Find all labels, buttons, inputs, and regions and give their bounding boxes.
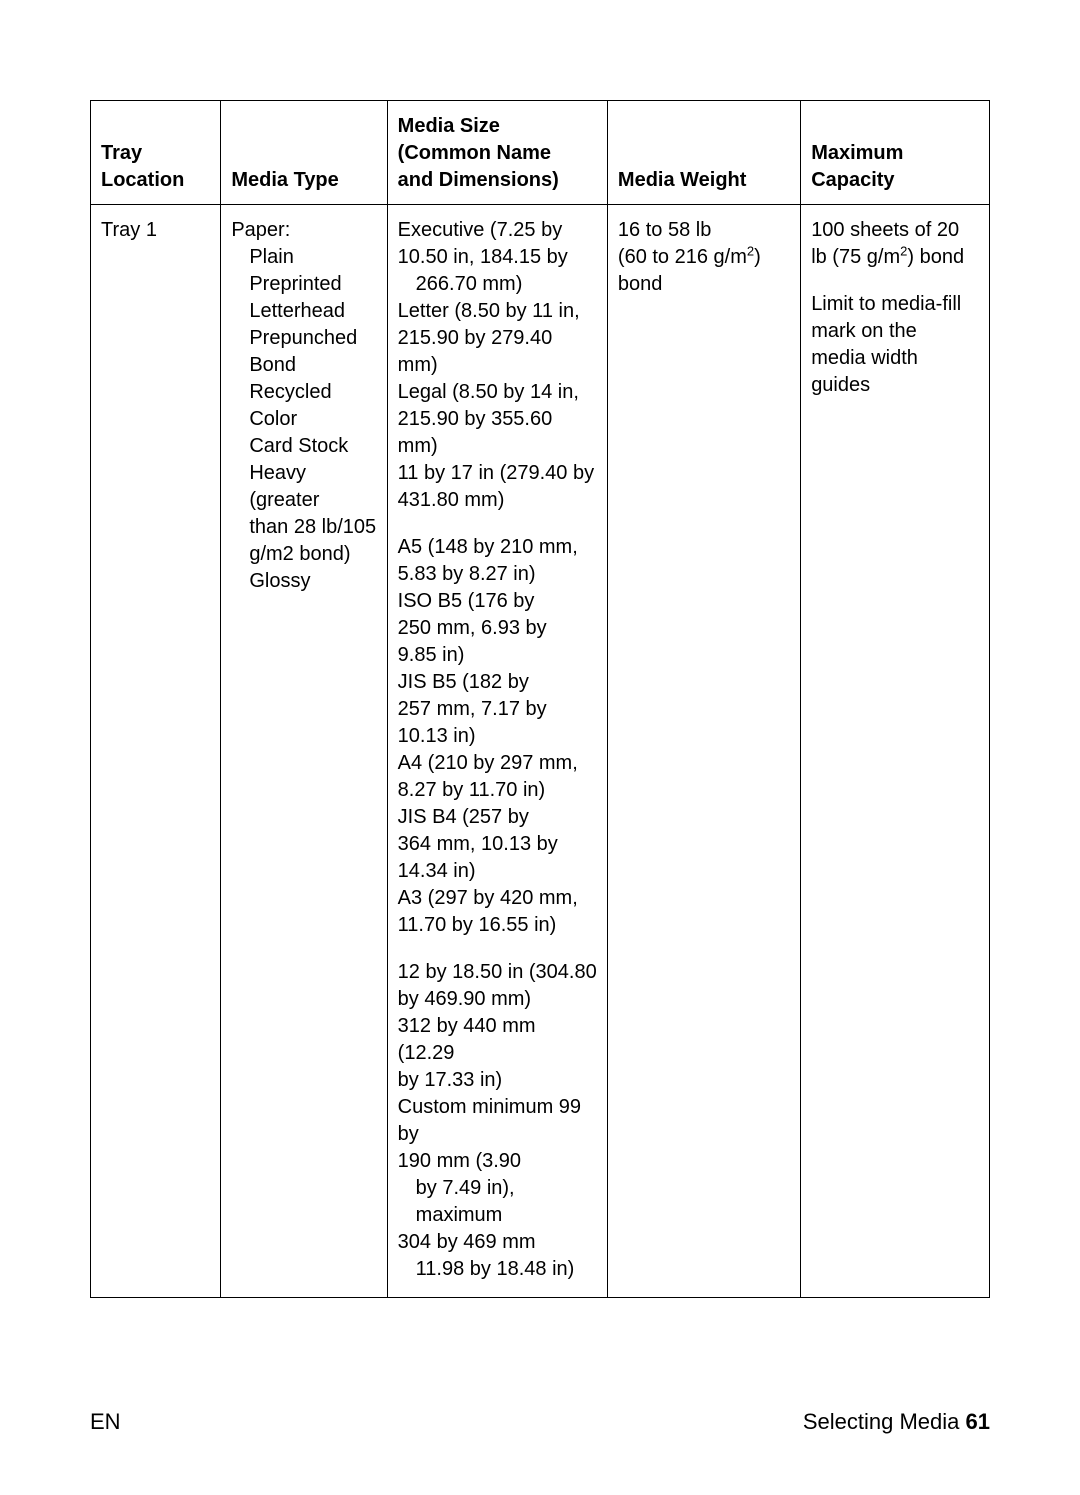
cell-text: guides [811,372,979,399]
cell-text: 257 mm, 7.17 by [398,696,597,723]
cell-text: Prepunched [231,325,376,352]
cell-text: Bond [231,352,376,379]
capacity-block: 100 sheets of 20 lb (75 g/m2) bond [811,217,979,271]
cell-text: ) bond [907,246,964,268]
header-media-size: Media Size (Common Name and Dimensions) [387,101,607,205]
header-max-capacity: Maximum Capacity [801,101,990,205]
cell-text: A3 (297 by 420 mm, [398,885,597,912]
header-text: Capacity [811,167,979,194]
header-media-type: Media Type [221,101,387,205]
cell-text: JIS B4 (257 by [398,804,597,831]
cell-text: 14.34 in) [398,858,597,885]
cell-text: 12 by 18.50 in (304.80 [398,959,597,986]
size-block: 12 by 18.50 in (304.80 by 469.90 mm) 312… [398,959,597,1283]
cell-text: 10.13 in) [398,723,597,750]
cell-text: Heavy [231,460,376,487]
header-media-weight: Media Weight [607,101,800,205]
cell-text: Legal (8.50 by 14 in, [398,379,597,406]
cell-text: 100 sheets of 20 [811,217,979,244]
header-text: Tray [101,140,210,167]
cell-text: by 17.33 in) [398,1067,597,1094]
header-text: Media Weight [618,169,747,191]
cell-text: Plain [231,244,376,271]
cell-text: 364 mm, 10.13 by [398,831,597,858]
cell-text: 10.50 in, 184.15 by [398,244,597,271]
cell-text: 431.80 mm) [398,487,597,514]
cell-text: Glossy [231,568,376,595]
page-footer: EN Selecting Media 61 [90,1409,990,1435]
cell-text: Preprinted [231,271,376,298]
cell-text: A5 (148 by 210 mm, [398,534,597,561]
cell-tray-location: Tray 1 [91,205,221,1298]
size-block: Executive (7.25 by 10.50 in, 184.15 by 2… [398,217,597,514]
cell-text: Letter (8.50 by 11 in, [398,298,597,325]
cell-max-capacity: 100 sheets of 20 lb (75 g/m2) bond Limit… [801,205,990,1298]
cell-text: JIS B5 (182 by [398,669,597,696]
cell-text: bond [618,271,790,298]
cell-text: by 7.49 in), maximum [398,1175,597,1229]
cell-text: Tray 1 [101,219,157,241]
cell-text: ) [754,246,761,268]
cell-text: Limit to media-fill [811,291,979,318]
cell-text: 304 by 469 mm [398,1229,597,1256]
cell-text: lb (75 g/m [811,246,900,268]
footer-page-number: 61 [966,1409,990,1434]
cell-text: 215.90 by 279.40 mm) [398,325,597,379]
footer-right: Selecting Media 61 [803,1409,990,1435]
media-spec-table: Tray Location Media Type Media Size (Com… [90,100,990,1298]
cell-text: 11 by 17 in (279.40 by [398,460,597,487]
cell-text: 16 to 58 lb [618,217,790,244]
cell-text: Executive (7.25 by [398,217,597,244]
cell-text: 312 by 440 mm (12.29 [398,1013,597,1067]
table-header-row: Tray Location Media Type Media Size (Com… [91,101,990,205]
cell-text: A4 (210 by 297 mm, [398,750,597,777]
cell-text: 250 mm, 6.93 by [398,615,597,642]
cell-text: Custom minimum 99 by [398,1094,597,1148]
cell-media-weight: 16 to 58 lb (60 to 216 g/m2) bond [607,205,800,1298]
cell-media-type: Paper: Plain Preprinted Letterhead Prepu… [221,205,387,1298]
cell-media-size: Executive (7.25 by 10.50 in, 184.15 by 2… [387,205,607,1298]
cell-text: lb (75 g/m2) bond [811,244,979,271]
cell-text: 266.70 mm) [398,271,597,298]
cell-text: 8.27 by 11.70 in) [398,777,597,804]
cell-text: ISO B5 (176 by [398,588,597,615]
cell-text: mark on the [811,318,979,345]
cell-text: 215.90 by 355.60 mm) [398,406,597,460]
header-text: Media Size [398,113,597,140]
cell-text: media width [811,345,979,372]
cell-text: Card Stock [231,433,376,460]
cell-text: Paper: [231,217,376,244]
cell-text: than 28 lb/105 [231,514,376,541]
footer-section: Selecting Media [803,1409,966,1434]
cell-text: 5.83 by 8.27 in) [398,561,597,588]
header-tray-location: Tray Location [91,101,221,205]
header-text: Media Type [231,169,338,191]
footer-left: EN [90,1409,121,1435]
size-block: A5 (148 by 210 mm, 5.83 by 8.27 in) ISO … [398,534,597,939]
cell-text: 190 mm (3.90 [398,1148,597,1175]
cell-text: g/m2 bond) [231,541,376,568]
header-text: (Common Name [398,140,597,167]
cell-text: by 469.90 mm) [398,986,597,1013]
header-text: Location [101,167,210,194]
cell-text: (60 to 216 g/m2) [618,244,790,271]
cell-text: 11.70 by 16.55 in) [398,912,597,939]
cell-text: Letterhead [231,298,376,325]
cell-text: (greater [231,487,376,514]
cell-text: (60 to 216 g/m [618,246,747,268]
page: Tray Location Media Type Media Size (Com… [0,0,1080,1495]
header-text: Maximum [811,140,979,167]
cell-text: Color [231,406,376,433]
cell-text: 11.98 by 18.48 in) [398,1256,597,1283]
header-text: and Dimensions) [398,167,597,194]
table-row: Tray 1 Paper: Plain Preprinted Letterhea… [91,205,990,1298]
capacity-block: Limit to media-fill mark on the media wi… [811,291,979,399]
cell-text: Recycled [231,379,376,406]
cell-text: 9.85 in) [398,642,597,669]
